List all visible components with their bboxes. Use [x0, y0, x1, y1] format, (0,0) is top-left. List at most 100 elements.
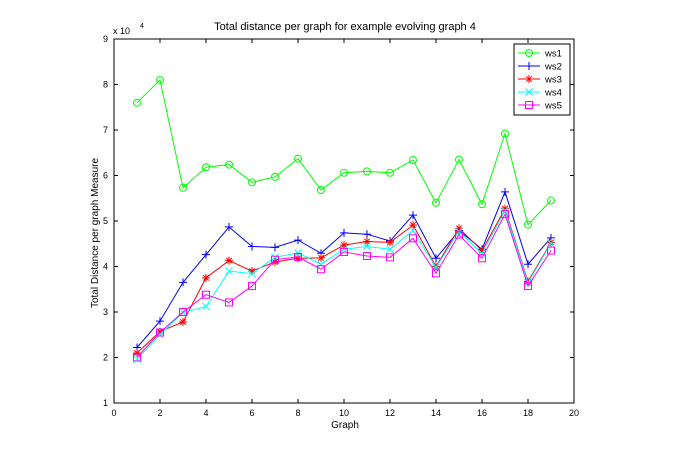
y-multiplier-base: x 10	[113, 26, 130, 36]
series-ws2	[133, 187, 555, 352]
data-point-ws5	[478, 254, 486, 263]
data-point-ws5	[409, 234, 417, 243]
y-tick-label: 9	[103, 34, 108, 44]
data-point-ws4	[294, 248, 302, 257]
data-point-ws2	[363, 230, 371, 239]
data-point-ws3	[225, 256, 233, 265]
data-point-ws5	[363, 252, 371, 261]
data-point-ws2	[432, 254, 440, 263]
data-point-ws1	[156, 75, 164, 84]
x-axis: 0 2 4 6 8 10 12 14 16 18 20	[111, 39, 579, 418]
legend-label: ws4	[544, 88, 562, 99]
data-point-ws3	[202, 273, 210, 282]
data-point-ws3	[248, 267, 256, 276]
data-point-ws5	[225, 298, 233, 307]
data-point-ws4	[248, 269, 256, 278]
data-point-ws2	[225, 222, 233, 231]
data-point-ws1	[386, 168, 394, 177]
data-point-ws5	[340, 247, 348, 256]
data-point-ws4	[547, 239, 555, 248]
data-point-ws4	[156, 330, 164, 339]
data-point-ws1	[455, 155, 463, 164]
x-tick-label: 14	[431, 408, 441, 418]
legend-marker	[525, 88, 533, 96]
data-point-ws5	[501, 210, 509, 219]
data-point-ws2	[248, 242, 256, 251]
y-tick-label: 8	[103, 80, 108, 90]
data-point-ws4	[409, 226, 417, 235]
data-point-ws5	[547, 246, 555, 255]
data-point-ws5	[317, 265, 325, 274]
y-axis-label: Total Distance per graph Measure	[90, 158, 101, 309]
x-tick-label: 16	[477, 408, 487, 418]
data-point-ws1	[271, 172, 279, 181]
legend-marker	[525, 49, 533, 57]
legend-item-ws4: ws4	[518, 88, 562, 99]
data-point-ws1	[363, 167, 371, 176]
axes-box	[113, 38, 575, 404]
data-point-ws3	[547, 238, 555, 247]
x-axis-label: Graph	[331, 420, 359, 431]
data-point-ws3	[501, 204, 509, 213]
y-tick-label: 7	[103, 125, 108, 135]
data-point-ws5	[179, 308, 187, 316]
data-point-ws2	[271, 243, 279, 252]
data-point-ws4	[202, 302, 210, 311]
data-point-ws5	[294, 252, 302, 261]
y-tick-label: 4	[103, 262, 108, 272]
data-point-ws5	[248, 282, 256, 291]
y-tick-label: 6	[103, 171, 108, 181]
data-point-ws5	[156, 328, 164, 337]
data-point-ws5	[202, 290, 210, 299]
data-point-ws3	[340, 241, 348, 250]
legend-item-ws3: ws3	[518, 75, 562, 86]
data-point-ws2	[524, 260, 532, 269]
data-point-ws5	[524, 282, 532, 291]
data-point-ws1	[501, 129, 509, 138]
data-point-ws4	[225, 267, 233, 275]
x-tick-label: 0	[111, 408, 116, 418]
y-tick-label: 1	[103, 398, 108, 408]
legend-item-ws2: ws2	[518, 62, 562, 73]
data-point-ws4	[317, 260, 325, 269]
legend-marker	[525, 101, 533, 109]
y-tick-label: 5	[103, 216, 108, 226]
x-tick-label: 8	[295, 408, 300, 418]
plot-area: 0 2 4 6 8 10 12 14 16 18 20123456789ws1ws2ws3ws4ws…	[103, 34, 579, 418]
data-point-ws3	[156, 327, 164, 336]
data-point-ws5	[386, 253, 394, 262]
legend-marker	[525, 75, 533, 83]
data-point-ws1	[248, 178, 256, 187]
data-point-ws2	[501, 187, 509, 196]
data-point-ws4	[340, 245, 348, 254]
data-point-ws5	[455, 230, 463, 239]
x-tick-label: 12	[385, 408, 395, 418]
y-multiplier: x 10 4	[113, 23, 144, 36]
legend-label: ws3	[544, 75, 562, 86]
data-point-ws1	[478, 200, 486, 209]
data-point-ws1	[524, 220, 532, 229]
series-ws3	[133, 204, 555, 357]
data-point-ws5	[271, 255, 279, 264]
data-point-ws3	[179, 318, 187, 327]
y-axis: 1 2 3 4 5 6 7 8 9	[103, 34, 574, 408]
data-point-ws1	[179, 183, 187, 192]
chart-title: Total distance per graph for example evo…	[214, 21, 476, 33]
data-point-ws3	[271, 257, 279, 266]
data-point-ws3	[386, 238, 394, 247]
x-tick-label: 6	[249, 408, 254, 418]
data-point-ws1	[432, 198, 440, 207]
data-point-ws2	[179, 278, 187, 287]
data-point-ws4	[386, 245, 394, 254]
y-tick-label: 3	[103, 307, 108, 317]
series-line-ws5	[136, 212, 552, 358]
series-ws1	[133, 75, 555, 229]
data-point-ws2	[156, 317, 164, 326]
legend-label: ws2	[544, 62, 562, 73]
data-point-ws3	[478, 246, 486, 255]
data-point-ws5	[133, 353, 141, 362]
data-point-ws2	[202, 250, 210, 259]
x-tick-label: 4	[203, 408, 208, 418]
legend-marker	[525, 62, 533, 70]
